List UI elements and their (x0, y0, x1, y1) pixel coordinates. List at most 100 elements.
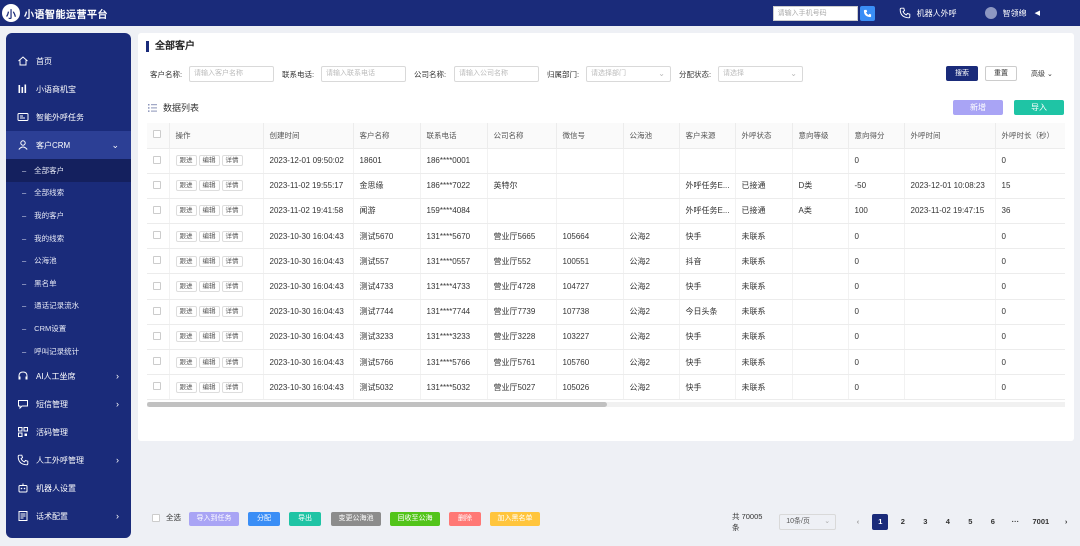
phone-number-input[interactable]: 请输入手机号码 (772, 5, 858, 21)
page-number-button[interactable]: 6 (990, 517, 995, 526)
sidebar-sub-call-stats[interactable]: – 呼叫记录统计 (22, 346, 80, 356)
page-size-select[interactable]: 10条/页 ⌄ (779, 514, 837, 530)
row-select-cell[interactable] (147, 223, 170, 250)
select-all[interactable]: 全选 (152, 512, 181, 523)
checkbox[interactable] (153, 306, 161, 315)
edit-button[interactable]: 编辑 (198, 230, 220, 242)
column-header[interactable]: 外呼时间 (904, 123, 996, 149)
row-select-cell[interactable] (147, 248, 170, 275)
advanced-toggle[interactable]: 高级 ⌄ (1031, 69, 1053, 79)
customer-name-input[interactable]: 请输入客户名称 (189, 66, 274, 82)
row-select-cell[interactable] (147, 273, 170, 300)
follow-up-button[interactable]: 跟进 (175, 180, 197, 192)
prev-page-button[interactable]: ‹ (856, 517, 860, 526)
change-pool-button[interactable]: 变更公海池 (331, 512, 381, 526)
reset-button[interactable]: 重置 (985, 66, 1017, 81)
follow-up-button[interactable]: 跟进 (175, 155, 197, 167)
follow-up-button[interactable]: 跟进 (175, 331, 197, 343)
sidebar-item-sms[interactable]: 短信管理 › (6, 390, 131, 418)
row-select-cell[interactable] (147, 324, 170, 351)
checkbox[interactable] (153, 155, 161, 164)
company-input[interactable]: 请输入公司名称 (454, 66, 539, 82)
follow-up-button[interactable]: 跟进 (175, 205, 197, 217)
page-ellipsis[interactable]: ··· (1011, 517, 1020, 526)
add-to-blacklist-button[interactable]: 加入黑名单 (490, 512, 540, 526)
row-select-cell[interactable] (147, 299, 170, 325)
assign-button[interactable]: 分配 (248, 512, 280, 526)
phone-input[interactable]: 请输入联系电话 (321, 66, 406, 82)
checkbox[interactable] (153, 205, 161, 214)
sidebar-item-qrcode[interactable]: 活码管理 (6, 418, 131, 446)
column-header[interactable]: 公海池 (623, 123, 680, 149)
next-page-button[interactable]: › (1064, 517, 1068, 526)
detail-button[interactable]: 详情 (221, 281, 243, 293)
user-menu[interactable]: 智领绵 ◀ (984, 7, 1040, 19)
select-all-header[interactable] (147, 123, 170, 149)
column-header[interactable]: 外呼时长（秒） (995, 123, 1065, 149)
column-header[interactable]: 联系电话 (420, 123, 488, 149)
sidebar-item-manual-call[interactable]: 人工外呼管理 › (6, 446, 131, 474)
sidebar-sub-crm-settings[interactable]: – CRM设置 (22, 323, 67, 333)
page-number-button[interactable]: 7001 (1032, 517, 1050, 526)
robot-call-button[interactable]: 机器人外呼 (899, 7, 957, 19)
detail-button[interactable]: 详情 (221, 381, 243, 393)
detail-button[interactable]: 详情 (221, 205, 243, 217)
import-button[interactable]: 导入 (1014, 100, 1064, 115)
checkbox[interactable] (153, 331, 161, 340)
page-number-button[interactable]: 2 (900, 517, 905, 526)
row-select-cell[interactable] (147, 374, 170, 401)
checkbox[interactable] (153, 231, 161, 240)
column-header[interactable]: 公司名称 (487, 123, 557, 149)
checkbox[interactable] (153, 256, 161, 265)
detail-button[interactable]: 详情 (221, 180, 243, 192)
detail-button[interactable]: 详情 (221, 331, 243, 343)
export-button[interactable]: 导出 (289, 512, 321, 526)
follow-up-button[interactable]: 跟进 (175, 230, 197, 242)
sidebar-item-robot-settings[interactable]: 机器人设置 (6, 474, 131, 502)
sidebar-sub-all-customers[interactable]: – 全部客户 (6, 159, 131, 182)
page-number-button[interactable]: 4 (945, 517, 950, 526)
detail-button[interactable]: 详情 (221, 155, 243, 167)
recycle-to-pool-button[interactable]: 回收至公海 (390, 512, 440, 526)
row-select-cell[interactable] (147, 148, 170, 174)
row-select-cell[interactable] (147, 349, 170, 376)
edit-button[interactable]: 编辑 (198, 356, 220, 368)
sidebar-sub-my-leads[interactable]: – 我的线索 (22, 233, 65, 243)
sidebar-item-crm[interactable]: 客户CRM ⌄ (6, 131, 131, 159)
edit-button[interactable]: 编辑 (198, 155, 220, 167)
checkbox[interactable] (153, 281, 161, 290)
column-header[interactable]: 微信号 (556, 123, 624, 149)
sidebar-item-ai-agent[interactable]: AI人工坐席 › (6, 362, 131, 390)
checkbox[interactable] (153, 382, 161, 391)
checkbox[interactable] (153, 130, 161, 139)
sidebar-item-business[interactable]: 小语商机宝 (6, 75, 131, 103)
edit-button[interactable]: 编辑 (198, 381, 220, 393)
sidebar-item-script-config[interactable]: 话术配置 › (6, 502, 131, 530)
edit-button[interactable]: 编辑 (198, 205, 220, 217)
follow-up-button[interactable]: 跟进 (175, 356, 197, 368)
detail-button[interactable]: 详情 (221, 230, 243, 242)
page-number-button[interactable]: 3 (923, 517, 928, 526)
dept-select[interactable]: 请选择部门 ⌄ (586, 66, 671, 82)
sidebar-item-home[interactable]: 首页 (6, 47, 131, 75)
row-select-cell[interactable] (147, 173, 170, 199)
horizontal-scrollbar[interactable] (147, 402, 1065, 407)
follow-up-button[interactable]: 跟进 (175, 281, 197, 293)
sidebar-sub-call-log[interactable]: – 通话记录流水 (22, 301, 80, 311)
column-header[interactable]: 创建时间 (263, 123, 354, 149)
edit-button[interactable]: 编辑 (198, 180, 220, 192)
page-number-button[interactable]: 1 (872, 514, 889, 530)
checkbox[interactable] (152, 513, 160, 522)
checkbox[interactable] (153, 357, 161, 366)
delete-button[interactable]: 删除 (449, 512, 481, 526)
search-button[interactable]: 搜索 (946, 66, 978, 81)
sidebar-item-call-tasks[interactable]: 智能外呼任务 (6, 103, 131, 131)
edit-button[interactable]: 编辑 (198, 331, 220, 343)
sidebar-sub-my-customers[interactable]: – 我的客户 (22, 210, 65, 220)
column-header[interactable]: 外呼状态 (735, 123, 793, 149)
column-header[interactable]: 客户来源 (679, 123, 736, 149)
collapse-left-icon[interactable]: ◀ (1034, 10, 1040, 17)
add-button[interactable]: 新增 (953, 100, 1003, 115)
scrollbar-thumb[interactable] (147, 402, 607, 407)
edit-button[interactable]: 编辑 (198, 255, 220, 267)
